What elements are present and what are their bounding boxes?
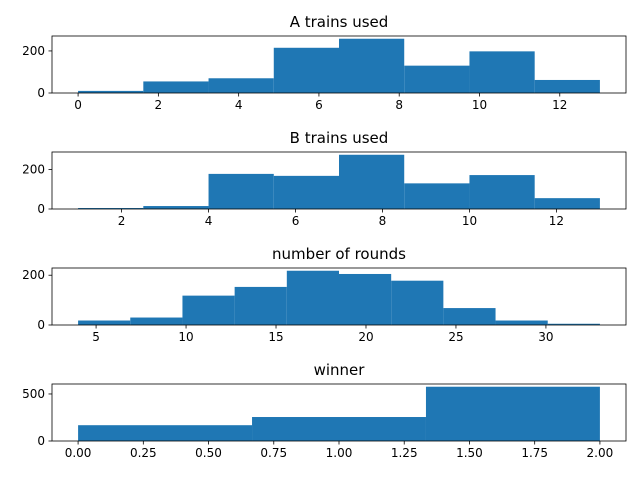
histogram-bar	[469, 175, 535, 209]
y-tick-label: 500	[22, 387, 45, 401]
x-tick-label: 20	[358, 330, 373, 344]
x-tick-label: 12	[549, 214, 564, 228]
x-tick-label: 12	[552, 98, 567, 112]
y-tick-label: 200	[22, 44, 45, 58]
histogram-bar	[495, 320, 548, 325]
x-tick-label: 6	[292, 214, 300, 228]
x-tick-label: 15	[268, 330, 283, 344]
histogram-bar	[443, 308, 496, 325]
histogram-bar	[339, 273, 392, 325]
histogram-bar	[208, 78, 274, 93]
x-tick-label: 0.00	[65, 446, 92, 460]
histogram-bar	[273, 47, 339, 93]
histogram-bar	[286, 270, 339, 325]
subplot-2: B trains used 2 4 6 8 10 12 0 200	[22, 129, 627, 228]
histogram-bar	[469, 51, 535, 93]
x-tick-label: 30	[538, 330, 553, 344]
subplot-title: B trains used	[290, 129, 389, 147]
axes-frame	[51, 151, 627, 210]
histogram-bar	[252, 417, 426, 441]
x-tick-label: 10	[472, 98, 487, 112]
x-tick-label: 0.75	[260, 446, 287, 460]
y-tick-label: 200	[22, 268, 45, 282]
histogram-bar	[534, 198, 600, 209]
subplot-title: A trains used	[290, 13, 389, 31]
x-tick-label: 6	[315, 98, 323, 112]
x-tick-label: 1.75	[521, 446, 548, 460]
x-tick-label: 10	[178, 330, 193, 344]
axes-frame	[51, 267, 627, 326]
x-tick-label: 2	[155, 98, 163, 112]
histogram-bar	[234, 286, 287, 325]
histogram-bar	[404, 183, 470, 209]
x-tick-label: 1.50	[456, 446, 483, 460]
x-tick-label: 4	[235, 98, 243, 112]
histogram-bar	[547, 323, 600, 325]
x-tick-label: 8	[379, 214, 387, 228]
x-tick-label: 0	[74, 98, 82, 112]
histogram-bar	[143, 206, 209, 209]
histogram-bar	[143, 81, 209, 93]
x-tick-label: 0.50	[195, 446, 222, 460]
x-tick-label: 1.00	[326, 446, 353, 460]
histogram-bar	[534, 79, 600, 93]
histogram-bar	[182, 295, 235, 325]
histogram-bar	[273, 175, 339, 209]
x-tick-label: 1.25	[391, 446, 418, 460]
x-tick-label: 4	[205, 214, 213, 228]
subplot-4: winner 0.00 0.25 0.50 0.75 1.00 1.25 1.50 1.75 2.…	[22, 361, 627, 460]
histogram-bar	[339, 154, 405, 209]
x-tick-label: 5	[92, 330, 100, 344]
y-tick-label: 0	[37, 86, 45, 100]
x-tick-label: 25	[448, 330, 463, 344]
histogram-bar	[425, 386, 600, 441]
x-tick-label: 2.00	[587, 446, 614, 460]
histogram-bar	[404, 65, 470, 93]
histogram-bar	[208, 173, 274, 209]
histogram-bar	[78, 425, 253, 441]
histogram-bar	[78, 208, 144, 209]
subplot-1: A trains used 0 2 4 6 8 10 12 0 200	[22, 13, 627, 112]
y-tick-label: 0	[37, 434, 45, 448]
axes-frame	[51, 35, 627, 94]
y-tick-label: 0	[37, 202, 45, 216]
histogram-bar	[130, 317, 183, 325]
y-tick-label: 200	[22, 163, 45, 177]
x-tick-label: 8	[395, 98, 403, 112]
x-tick-label: 10	[462, 214, 477, 228]
y-tick-label: 0	[37, 318, 45, 332]
subplot-title: winner	[314, 361, 366, 379]
subplot-3: number of rounds 5 10 15 20 25 30 0 200	[22, 245, 627, 344]
x-tick-label: 0.25	[130, 446, 157, 460]
subplot-title: number of rounds	[272, 245, 406, 263]
histogram-bar	[78, 320, 131, 325]
histogram-bar	[391, 280, 444, 325]
x-tick-label: 2	[118, 214, 126, 228]
histogram-bar	[78, 90, 144, 93]
histogram-bar	[339, 38, 405, 93]
